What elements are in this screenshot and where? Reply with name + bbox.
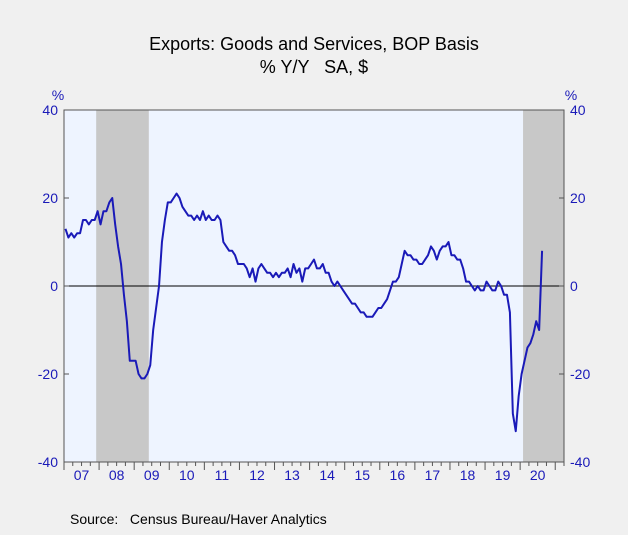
y-tick-label-right: -20	[570, 366, 590, 382]
x-tick-label: 17	[425, 467, 441, 483]
chart-subtitle: % Y/Y SA, $	[260, 57, 368, 77]
x-tick-label: 14	[319, 467, 335, 483]
x-tick-label: 08	[109, 467, 125, 483]
y-tick-label-left: 20	[42, 190, 58, 206]
y-axis-unit-right: %	[565, 87, 577, 103]
x-tick-label: 09	[144, 467, 160, 483]
x-tick-label: 15	[354, 467, 370, 483]
y-tick-label-right: 40	[570, 102, 586, 118]
y-tick-label-left: 0	[50, 278, 58, 294]
x-tick-label: 10	[179, 467, 195, 483]
y-tick-label-left: 40	[42, 102, 58, 118]
plot-area: 40 40 20 20 0 0 -20 -20 -40 -40 07 08 09 10 11 12 13 14 15…	[38, 102, 591, 483]
y-tick-label-right: 0	[570, 278, 578, 294]
series-line	[64, 192, 544, 433]
y-tick-label-left: -20	[38, 366, 58, 382]
x-tick-label: 12	[249, 467, 265, 483]
source-note: Source: Census Bureau/Haver Analytics	[70, 511, 327, 527]
x-tick-label: 19	[495, 467, 511, 483]
y-tick-label-left: -40	[38, 454, 58, 470]
x-tick-label: 11	[215, 467, 230, 483]
x-tick-label: 07	[74, 467, 90, 483]
y-axis-unit-left: %	[52, 87, 64, 103]
y-tick-label-right: -40	[570, 454, 590, 470]
x-tick-label: 20	[530, 467, 546, 483]
x-tick-label: 18	[460, 467, 476, 483]
x-tick-label: 13	[284, 467, 300, 483]
chart-title: Exports: Goods and Services, BOP Basis	[149, 34, 479, 54]
x-tick-label: 16	[390, 467, 406, 483]
y-tick-label-right: 20	[570, 190, 586, 206]
